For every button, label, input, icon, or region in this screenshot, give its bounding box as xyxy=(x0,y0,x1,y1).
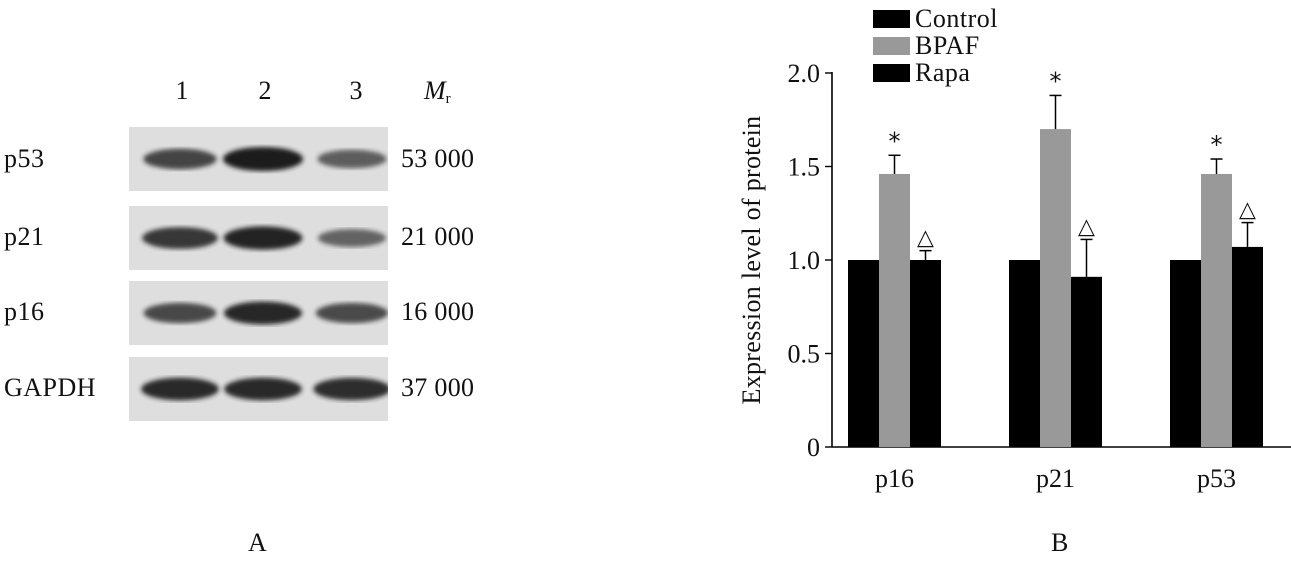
blot-strip-p21 xyxy=(129,206,388,270)
blot-image xyxy=(143,147,387,171)
significance-mark: △ xyxy=(1239,198,1256,223)
blot-band xyxy=(224,377,302,401)
bar xyxy=(1170,260,1201,447)
protein-label-p53: p53 xyxy=(4,144,45,173)
x-tick-label: p21 xyxy=(1036,464,1075,493)
x-tick-label: p53 xyxy=(1197,464,1236,493)
protein-label-gapdh: GAPDH xyxy=(4,373,97,402)
mass-label-p21: 21 000 xyxy=(401,222,475,251)
significance-mark: * xyxy=(889,127,901,155)
blot-strip-p16 xyxy=(129,281,388,345)
bar-chart-panel: 0 0.5 1.0 1.5 2.0 Expression level of protein… xyxy=(560,0,1291,573)
blot-image xyxy=(143,301,388,325)
western-blot-panel: 1 2 3 Mr p53 53 000 p21 21 000 p16 16 00… xyxy=(0,0,560,573)
mass-label-gapdh: 37 000 xyxy=(401,373,475,402)
mr-subscript: r xyxy=(445,91,451,107)
blot-image xyxy=(141,377,388,401)
y-axis-label: Expression level of protein xyxy=(737,116,766,405)
protein-label-p16: p16 xyxy=(4,297,45,326)
blot-strip-gapdh xyxy=(129,357,388,421)
legend-label: BPAF xyxy=(915,31,980,60)
significance-mark: * xyxy=(1211,131,1223,159)
relative-mass-header: Mr xyxy=(424,76,451,108)
protein-label-p21: p21 xyxy=(4,222,45,251)
x-tick-label: p16 xyxy=(875,464,914,493)
panel-label-b: B xyxy=(1051,528,1069,557)
blot-band xyxy=(313,377,388,401)
blot-band xyxy=(143,302,217,324)
bar xyxy=(910,260,941,447)
mass-label-p16: 16 000 xyxy=(401,297,475,326)
lane-number: 2 xyxy=(258,76,272,105)
bar xyxy=(879,173,910,448)
bar-chart: 0 0.5 1.0 1.5 2.0 Expression level of protein… xyxy=(737,4,1291,493)
legend-swatch xyxy=(873,37,910,55)
blot-band xyxy=(143,148,217,170)
mr-label: M xyxy=(424,76,446,105)
blot-band xyxy=(142,227,218,249)
lane-number: 1 xyxy=(175,76,189,105)
bar xyxy=(848,260,879,447)
blot-image xyxy=(142,226,386,250)
blot-band xyxy=(223,226,303,250)
blot-band xyxy=(315,302,388,324)
blot-band xyxy=(318,229,386,247)
bar xyxy=(1201,173,1232,448)
blot-band xyxy=(317,149,387,169)
mass-label-p53: 53 000 xyxy=(401,144,475,173)
panel-label-a: A xyxy=(248,528,267,557)
blot-strip-p53 xyxy=(129,127,388,191)
legend-label: Rapa xyxy=(915,58,970,87)
blot-band xyxy=(141,377,219,401)
y-tick-label: 0.5 xyxy=(788,340,821,369)
y-tick-label: 1.5 xyxy=(788,153,821,182)
legend-label: Control xyxy=(915,4,998,33)
blot-band xyxy=(223,301,303,325)
bar xyxy=(1040,129,1071,447)
y-tick-label: 0 xyxy=(807,433,820,462)
significance-mark: △ xyxy=(917,226,934,251)
bar xyxy=(1232,246,1263,447)
significance-mark: △ xyxy=(1078,214,1095,239)
legend-swatch xyxy=(873,64,910,82)
y-tick-label: 1.0 xyxy=(788,246,821,275)
bar xyxy=(1009,260,1040,447)
lane-number: 3 xyxy=(349,76,363,105)
significance-mark: * xyxy=(1050,67,1062,95)
legend-swatch xyxy=(873,10,910,28)
y-tick-label: 2.0 xyxy=(788,59,821,88)
bar xyxy=(1071,276,1102,447)
blot-band xyxy=(223,147,303,171)
